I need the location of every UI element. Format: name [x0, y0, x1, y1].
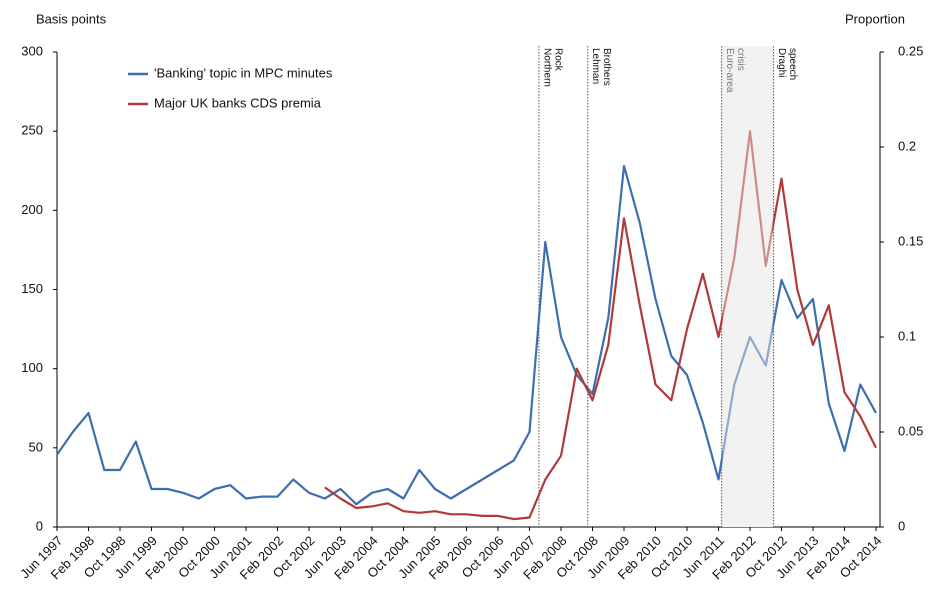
- legend-label: 'Banking' topic in MPC minutes: [154, 65, 333, 80]
- y2-tick-label: 0: [898, 518, 905, 533]
- y2-tick-label: 0.2: [898, 138, 916, 153]
- y-tick-label: 150: [21, 281, 43, 296]
- series-line: [324, 130, 877, 521]
- y-tick-label: 0: [36, 518, 43, 533]
- y2-tick-label: 0.1: [898, 328, 916, 343]
- y-tick-label: 300: [21, 43, 43, 58]
- event-label: Euro-area: [724, 48, 735, 93]
- y2-axis-label: Proportion: [845, 11, 905, 26]
- event-label: Brothers: [601, 48, 612, 86]
- event-label: speech: [787, 48, 798, 80]
- series-line: [56, 164, 877, 506]
- event-label: Rock: [552, 48, 563, 72]
- event-label: Lehman: [590, 48, 601, 84]
- event-label: crisis: [735, 48, 746, 71]
- y-tick-label: 250: [21, 123, 43, 138]
- event-fade: [722, 46, 773, 526]
- y-axis-label: Basis points: [36, 11, 107, 26]
- y2-tick-label: 0.15: [898, 233, 923, 248]
- event-label: Draghi: [776, 48, 787, 77]
- y2-tick-label: 0.25: [898, 43, 923, 58]
- legend-label: Major UK banks CDS premia: [154, 95, 322, 110]
- y-tick-label: 100: [21, 360, 43, 375]
- y-tick-label: 200: [21, 202, 43, 217]
- y-tick-label: 50: [29, 439, 43, 454]
- event-shade: [721, 46, 774, 527]
- event-label: Northern: [541, 48, 552, 87]
- y2-tick-label: 0.05: [898, 423, 923, 438]
